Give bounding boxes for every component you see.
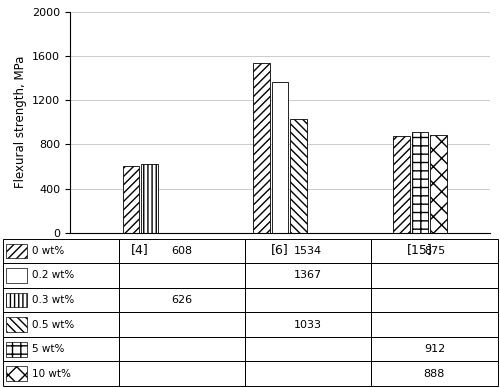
Text: 912: 912 bbox=[424, 344, 445, 354]
Bar bbox=[245, 337, 372, 362]
Text: 0.3 wt%: 0.3 wt% bbox=[32, 295, 74, 305]
Bar bbox=[6, 342, 27, 357]
Bar bbox=[6, 244, 27, 258]
Bar bbox=[2, 288, 119, 312]
Bar bbox=[372, 263, 498, 288]
Text: 608: 608 bbox=[172, 246, 192, 256]
Bar bbox=[245, 312, 372, 337]
Bar bbox=[119, 337, 245, 362]
Bar bbox=[2, 263, 119, 288]
Bar bbox=[372, 362, 498, 386]
Bar bbox=[119, 239, 245, 263]
Bar bbox=[119, 312, 245, 337]
Bar bbox=[2, 239, 119, 263]
Bar bbox=[254, 63, 270, 233]
Text: 1033: 1033 bbox=[294, 320, 322, 330]
Text: 5 wt%: 5 wt% bbox=[32, 344, 64, 354]
Bar bbox=[412, 132, 428, 233]
Text: 0.5 wt%: 0.5 wt% bbox=[32, 320, 74, 330]
Bar bbox=[245, 288, 372, 312]
Bar bbox=[372, 312, 498, 337]
Text: 875: 875 bbox=[424, 246, 445, 256]
Bar bbox=[372, 288, 498, 312]
Text: 1534: 1534 bbox=[294, 246, 322, 256]
Bar bbox=[2, 362, 119, 386]
Bar bbox=[372, 239, 498, 263]
Bar bbox=[6, 293, 27, 307]
Bar bbox=[272, 81, 288, 233]
Bar bbox=[6, 268, 27, 283]
Bar bbox=[245, 239, 372, 263]
Bar bbox=[245, 263, 372, 288]
Bar bbox=[2, 312, 119, 337]
Bar bbox=[372, 337, 498, 362]
Y-axis label: Flexural strength, MPa: Flexural strength, MPa bbox=[14, 56, 26, 189]
Text: 1367: 1367 bbox=[294, 270, 322, 281]
Bar bbox=[6, 366, 27, 381]
Bar bbox=[122, 166, 140, 233]
Text: 10 wt%: 10 wt% bbox=[32, 369, 70, 379]
Bar bbox=[140, 164, 158, 233]
Bar bbox=[290, 119, 306, 233]
Bar bbox=[6, 317, 27, 332]
Text: 0 wt%: 0 wt% bbox=[32, 246, 64, 256]
Bar bbox=[119, 362, 245, 386]
Bar bbox=[245, 362, 372, 386]
Bar bbox=[394, 136, 410, 233]
Text: 888: 888 bbox=[424, 369, 445, 379]
Bar bbox=[430, 135, 446, 233]
Bar bbox=[2, 337, 119, 362]
Text: 0.2 wt%: 0.2 wt% bbox=[32, 270, 74, 281]
Bar bbox=[119, 288, 245, 312]
Bar bbox=[119, 263, 245, 288]
Text: 626: 626 bbox=[172, 295, 192, 305]
